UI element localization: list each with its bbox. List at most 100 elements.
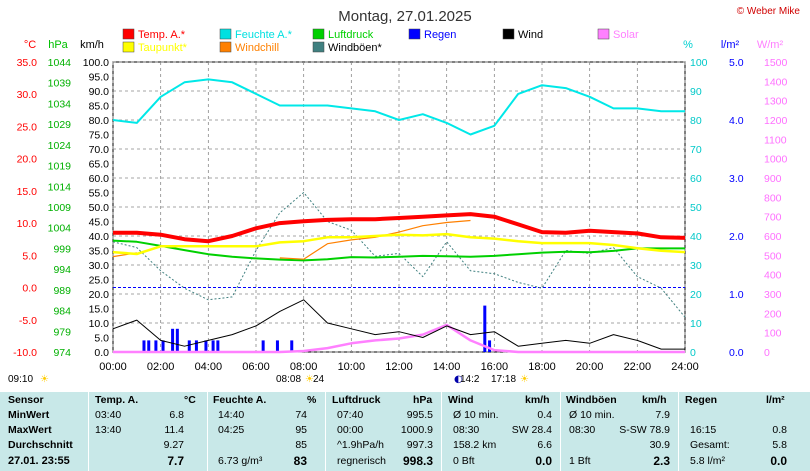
temp-tick-label: 15.0 xyxy=(17,186,38,198)
series-line-solar xyxy=(113,323,685,354)
legend-label: Solar xyxy=(613,29,639,41)
kmh-tick-label: 5.0 xyxy=(94,333,109,345)
table-cell: 995.5 xyxy=(406,409,433,421)
kmh-tick-label: 95.0 xyxy=(89,72,110,84)
legend-label: Taupunkt* xyxy=(138,42,188,54)
x-tick-label: 16:00 xyxy=(481,361,509,373)
legend-swatch xyxy=(408,28,421,40)
pct-tick-label: 60 xyxy=(690,173,702,185)
legend-swatch xyxy=(312,41,325,53)
table-cell: 0.4 xyxy=(537,409,552,421)
pct-tick-label: 80 xyxy=(690,115,702,127)
solar-tick-label: 700 xyxy=(764,212,782,224)
column-divider xyxy=(88,392,89,471)
pct-tick-label: 90 xyxy=(690,86,702,98)
x-tick-label: 04:00 xyxy=(195,361,223,373)
row-label-min: MinWert xyxy=(8,409,50,421)
kmh-tick-label: 80.0 xyxy=(89,115,110,127)
weather-chart: Montag, 27.01.2025 © Weber Mike Temp. A.* F… xyxy=(8,6,801,385)
legend-swatch xyxy=(597,28,610,40)
table-header-gusts-unit: km/h xyxy=(642,394,667,406)
table-header-wind: Wind xyxy=(448,394,474,406)
chart-title: Montag, 27.01.2025 xyxy=(338,8,471,25)
hpa-tick-label: 999 xyxy=(53,243,71,255)
table-cell: 998.3 xyxy=(402,454,433,468)
x-tick-label: 18:00 xyxy=(528,361,556,373)
moon-time: 14:2 xyxy=(460,374,480,385)
row-label-max: MaxWert xyxy=(8,424,52,436)
column-divider xyxy=(678,392,679,471)
table-cell: 0.0 xyxy=(535,454,552,468)
legend-swatch xyxy=(502,28,515,40)
pct-tick-label: 100 xyxy=(690,57,708,69)
series-line-wind xyxy=(112,299,685,350)
kmh-tick-label: 55.0 xyxy=(89,188,110,200)
solar-tick-label: 100 xyxy=(764,328,782,340)
credit-text: © Weber Mike xyxy=(737,6,801,17)
x-tick-label: 20:00 xyxy=(576,361,604,373)
legend-label: Temp. A.* xyxy=(138,29,186,41)
solar-tick-label: 300 xyxy=(764,289,782,301)
solar-tick-label: 500 xyxy=(764,250,782,262)
hpa-tick-label: 1009 xyxy=(48,202,72,214)
kmh-tick-label: 40.0 xyxy=(89,231,110,243)
table-cell: 95 xyxy=(295,424,307,436)
solar-tick-label: 1300 xyxy=(764,96,788,108)
legend-label: Wind xyxy=(518,29,543,41)
hpa-tick-label: 984 xyxy=(53,306,71,318)
rain-bar xyxy=(171,328,175,352)
x-tick-label: 24:00 xyxy=(671,361,699,373)
x-tick-label: 10:00 xyxy=(338,361,366,373)
hpa-tick-label: 994 xyxy=(53,264,71,276)
legend-swatch xyxy=(122,28,135,40)
table-header-pressure-unit: hPa xyxy=(413,394,433,406)
solar-tick-label: 900 xyxy=(764,173,782,185)
pct-tick-label: 40 xyxy=(690,231,702,243)
rain-tick-label: 0.0 xyxy=(729,347,744,359)
table-header-rain: Regen xyxy=(685,394,718,406)
table-header-gusts: Windböen xyxy=(566,394,617,406)
hpa-tick-label: 979 xyxy=(53,326,71,338)
kmh-tick-label: 75.0 xyxy=(89,130,110,142)
kmh-tick-label: 65.0 xyxy=(89,159,110,171)
temp-tick-label: 0.0 xyxy=(22,283,37,295)
series-line-luftdruck xyxy=(112,239,685,262)
temp-tick-label: 10.0 xyxy=(17,218,38,230)
table-cell: 03:40 xyxy=(95,409,122,421)
moon-number: 24 xyxy=(313,374,325,385)
kmh-tick-label: 25.0 xyxy=(89,275,110,287)
table-cell: 0.0 xyxy=(770,454,787,468)
hpa-tick-label: 1029 xyxy=(48,119,72,131)
kmh-tick-label: 0.0 xyxy=(94,347,109,359)
table-cell: 1 Bft xyxy=(569,455,591,467)
column-divider xyxy=(441,392,442,471)
rain-bar xyxy=(211,340,215,352)
table-cell: Ø 10 min. xyxy=(569,409,615,421)
legend-label: Feuchte A.* xyxy=(235,29,293,41)
kmh-tick-label: 45.0 xyxy=(89,217,110,229)
pct-tick-label: 50 xyxy=(690,202,702,214)
pct-tick-label: 20 xyxy=(690,289,702,301)
legend-label: Windchill xyxy=(235,42,279,54)
table-cell: 83 xyxy=(293,454,307,468)
rain-tick-label: 5.0 xyxy=(729,57,744,69)
solar-tick-label: 800 xyxy=(764,192,782,204)
sun-icon: ☀ xyxy=(40,374,49,385)
legend-swatch xyxy=(122,41,135,53)
temp-tick-label: 20.0 xyxy=(17,154,38,166)
table-cell: 16:15 xyxy=(690,424,717,436)
table-header-pressure: Luftdruck xyxy=(332,394,381,406)
x-tick-label: 14:00 xyxy=(433,361,461,373)
table-cell: 5.8 xyxy=(772,439,787,451)
solar-tick-label: 1100 xyxy=(764,134,787,146)
pct-tick-label: 10 xyxy=(690,318,702,330)
table-cell: 7.7 xyxy=(167,454,184,468)
legend-label: Windböen* xyxy=(328,42,383,54)
rain-bar xyxy=(154,340,158,352)
series-line-taupunkt xyxy=(112,232,686,256)
column-divider xyxy=(560,392,561,471)
hpa-tick-label: 1024 xyxy=(48,140,72,152)
table-cell: 13:40 xyxy=(95,424,122,436)
series-line-temp-a xyxy=(113,212,686,244)
sunset-sun-icon: ☀ xyxy=(520,374,529,385)
